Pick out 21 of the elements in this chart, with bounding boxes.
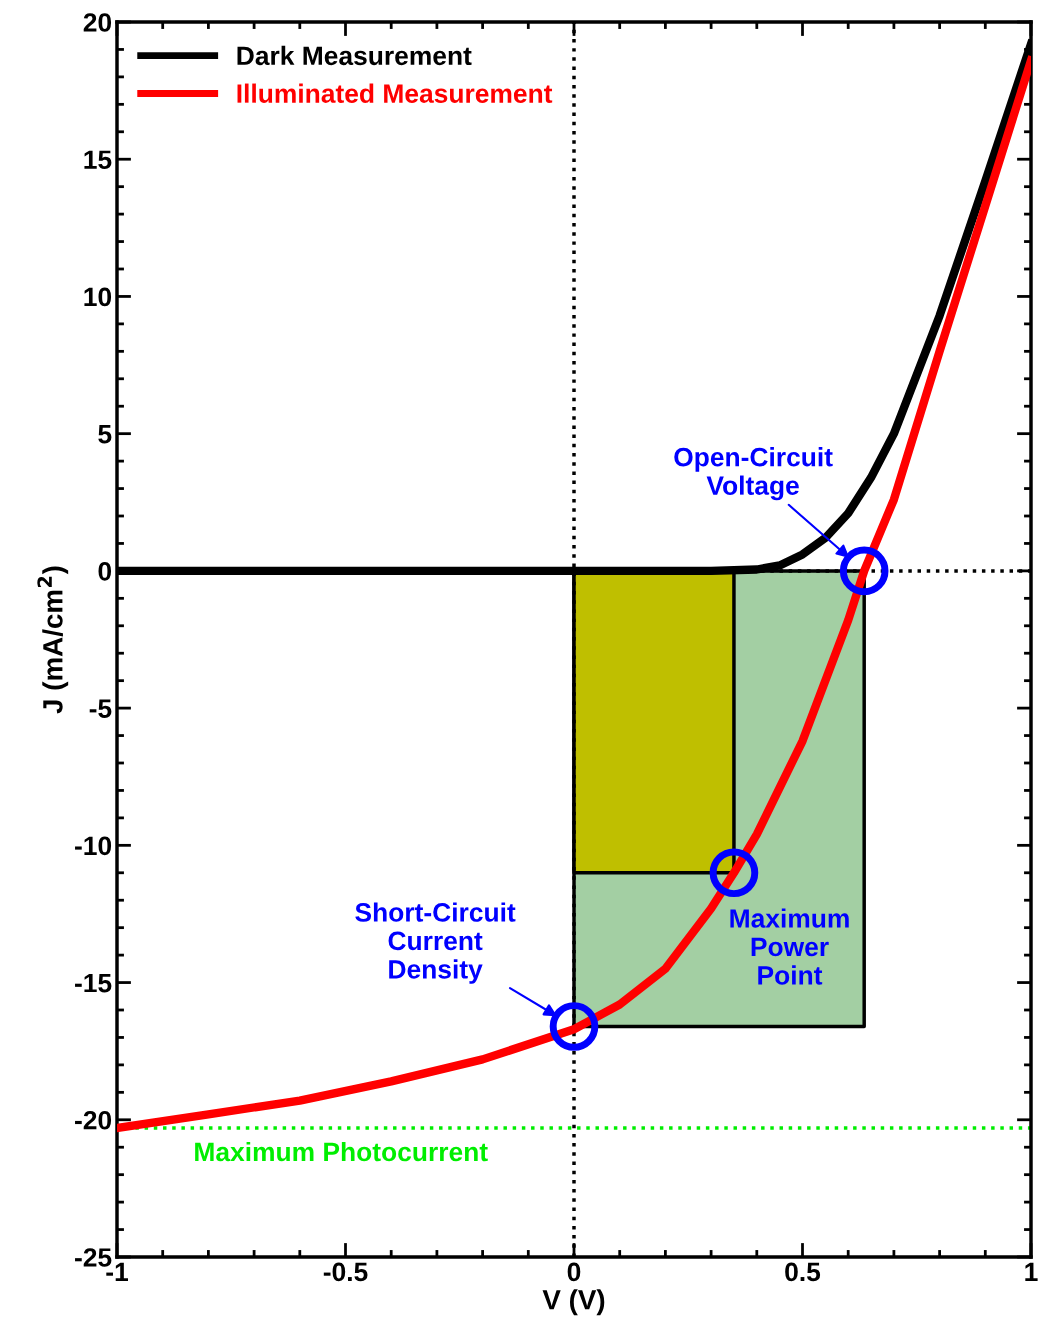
y-tick-label: 10 — [84, 287, 112, 307]
ref-line-label: Maximum Photocurrent — [195, 1141, 488, 1162]
annotation: Maximum Power Point — [730, 908, 849, 985]
y-tick-label: -20 — [75, 1110, 112, 1130]
annotation: Short-Circuit Current Density — [355, 902, 516, 984]
x-tick-label: 0.5 — [785, 1262, 821, 1282]
legend-label: Illuminated Measurement — [237, 83, 553, 103]
y-tick-label: -15 — [75, 973, 112, 993]
y-tick-label: -5 — [89, 699, 112, 718]
x-tick-label: 1 — [1025, 1262, 1038, 1281]
y-tick-label: 15 — [84, 150, 112, 170]
y-tick-label: 5 — [98, 425, 112, 444]
y-tick-label: 0 — [98, 562, 112, 581]
legend-label: Dark Measurement — [237, 45, 472, 66]
annotation: Open-Circuit Voltage — [674, 447, 833, 501]
y-axis-title: J (mA/cm$^{2}$) — [37, 566, 69, 714]
x-tick-label: -0.5 — [323, 1262, 368, 1282]
x-axis-title: V (V) — [542, 1289, 605, 1316]
y-tick-label: -10 — [75, 836, 112, 856]
x-tick-label: 0 — [567, 1262, 581, 1282]
y-tick-label: 20 — [83, 13, 112, 32]
